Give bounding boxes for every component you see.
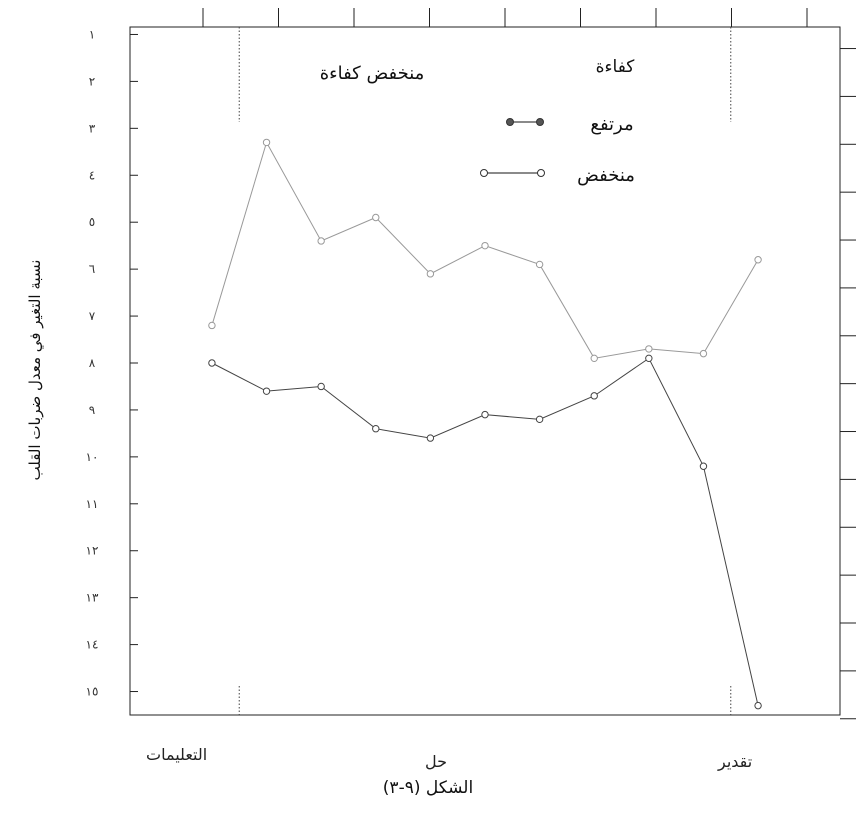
series-2-point-6 xyxy=(481,241,489,250)
legend: كفاءة مرتفع منخفض xyxy=(480,57,636,186)
series-1-point-3 xyxy=(317,382,325,391)
series-line-1 xyxy=(211,357,759,706)
series-2-point-11 xyxy=(754,256,762,264)
series-2-point-4 xyxy=(372,213,380,222)
series-1-point-5 xyxy=(426,434,435,442)
series-1-point-9 xyxy=(645,354,653,363)
y-tick-label-12: ١٢ xyxy=(86,544,99,558)
series-1-point-6 xyxy=(481,410,489,419)
top-ticks xyxy=(202,8,808,27)
plot-frame xyxy=(129,26,841,716)
series-2-point-10 xyxy=(699,349,708,358)
series-2-point-3 xyxy=(317,237,325,245)
legend-title: كفاءة xyxy=(596,57,636,77)
y-tick-label-2: ٢ xyxy=(89,74,95,88)
phase-boundaries xyxy=(238,27,732,715)
legend-marker-low xyxy=(480,169,488,177)
series-1-point-1 xyxy=(208,359,216,367)
y-tick-label-14: ١٤ xyxy=(86,638,99,652)
y-tick-label-15: ١٥ xyxy=(86,685,99,699)
series-1-point-4 xyxy=(372,425,380,433)
y-tick-label-5: ٥ xyxy=(89,215,95,229)
series-2-point-2 xyxy=(262,138,271,147)
series-2-point-7 xyxy=(535,260,544,269)
y-tick-label-9: ٩ xyxy=(89,403,95,417)
series-1-point-8 xyxy=(590,392,598,400)
phase-label-estimation: تقدير xyxy=(718,752,753,771)
y-tick-label-11: ١١ xyxy=(86,497,99,511)
series-1-point-11 xyxy=(754,701,762,710)
y-tick-label-3: ٣ xyxy=(89,121,96,135)
legend-marker-high xyxy=(506,118,514,126)
series-1-point-2 xyxy=(262,387,271,395)
legend-label-high: مرتفع xyxy=(590,114,633,135)
figure-caption: الشكل (٩-٣) xyxy=(382,778,474,798)
series-1-point-10 xyxy=(699,462,708,470)
y-tick-label-1: ١ xyxy=(89,27,95,41)
y-tick-label-4: ٤ xyxy=(89,168,95,182)
series-2-point-9 xyxy=(645,345,653,353)
series-2-point-1 xyxy=(208,321,216,330)
y-tick-label-6: ٦ xyxy=(89,262,95,276)
legend-label-low: منخفض xyxy=(577,165,635,186)
legend-marker-high-2 xyxy=(536,118,544,126)
y-tick-label-13: ١٣ xyxy=(86,591,99,605)
y-tick-label-10: ١٠ xyxy=(86,450,99,464)
phase-label-solving: حل xyxy=(425,752,448,771)
y-tick-label-7: ٧ xyxy=(89,309,96,323)
right-ticks xyxy=(840,48,856,720)
series-2-point-8 xyxy=(590,354,598,363)
annotation-low-efficiency: منخفض كفاءة xyxy=(320,63,425,84)
series-2-point-5 xyxy=(426,270,435,278)
y-axis-label: نسبة التغير في معدل ضربات القلب xyxy=(26,260,45,481)
y-tick-label-8: ٨ xyxy=(89,356,96,370)
series-1-point-7 xyxy=(535,415,544,424)
legend-marker-low-2 xyxy=(537,169,545,177)
phase-label-instructions: التعليمات xyxy=(146,745,208,764)
series-layer xyxy=(208,138,762,710)
